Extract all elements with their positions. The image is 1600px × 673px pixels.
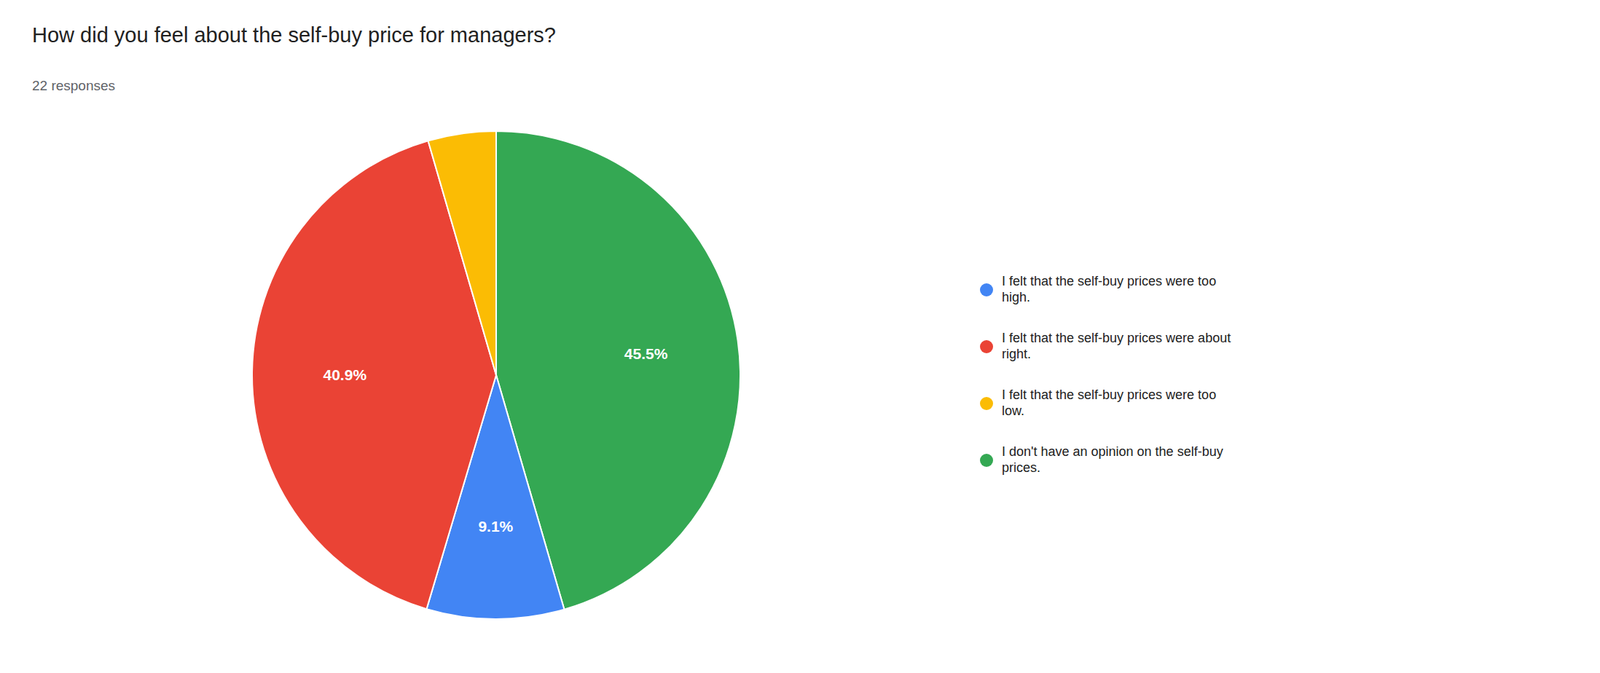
page: {"chart_data": {"type": "pie", "title": … bbox=[0, 0, 1600, 673]
data-label: 9.1% bbox=[477, 518, 513, 535]
title: How did you feel about the self-buy pric… bbox=[32, 23, 556, 47]
data-labels: 45.5% 9.1% 40.9% bbox=[323, 345, 669, 535]
legend-line: low. bbox=[1001, 403, 1025, 419]
data-label: 40.9% bbox=[323, 366, 368, 384]
legend-line: prices. bbox=[1001, 460, 1041, 476]
subtitle: 22 responses bbox=[32, 77, 116, 94]
legend-marker bbox=[979, 283, 994, 297]
legend-entry: I felt that the self-buy prices were too… bbox=[1001, 387, 1217, 419]
legend-line: right. bbox=[1001, 346, 1031, 362]
legend-entry: I felt that the self-buy prices were abo… bbox=[1001, 330, 1231, 362]
chart: How did you feel about the self-buy pric… bbox=[0, 0, 1600, 673]
legend-entry: I don't have an opinion on the self-buyp… bbox=[1001, 444, 1224, 476]
slice bbox=[428, 131, 497, 376]
legend-line: high. bbox=[1001, 289, 1031, 305]
legend-line: I felt that the self-buy prices were too bbox=[1001, 273, 1217, 289]
pie bbox=[252, 131, 741, 620]
legend-line: I don't have an opinion on the self-buy bbox=[1001, 444, 1224, 460]
legend-line: I felt that the self-buy prices were abo… bbox=[1001, 330, 1231, 346]
legend-entry: I felt that the self-buy prices were too… bbox=[1001, 273, 1217, 305]
legend-marker bbox=[979, 397, 994, 411]
data-label: 45.5% bbox=[624, 345, 669, 363]
legend-marker bbox=[979, 453, 994, 468]
legend-marker bbox=[979, 340, 994, 354]
legend: I felt that the self-buy prices were too… bbox=[979, 273, 1231, 476]
legend-line: I felt that the self-buy prices were too bbox=[1001, 387, 1217, 403]
